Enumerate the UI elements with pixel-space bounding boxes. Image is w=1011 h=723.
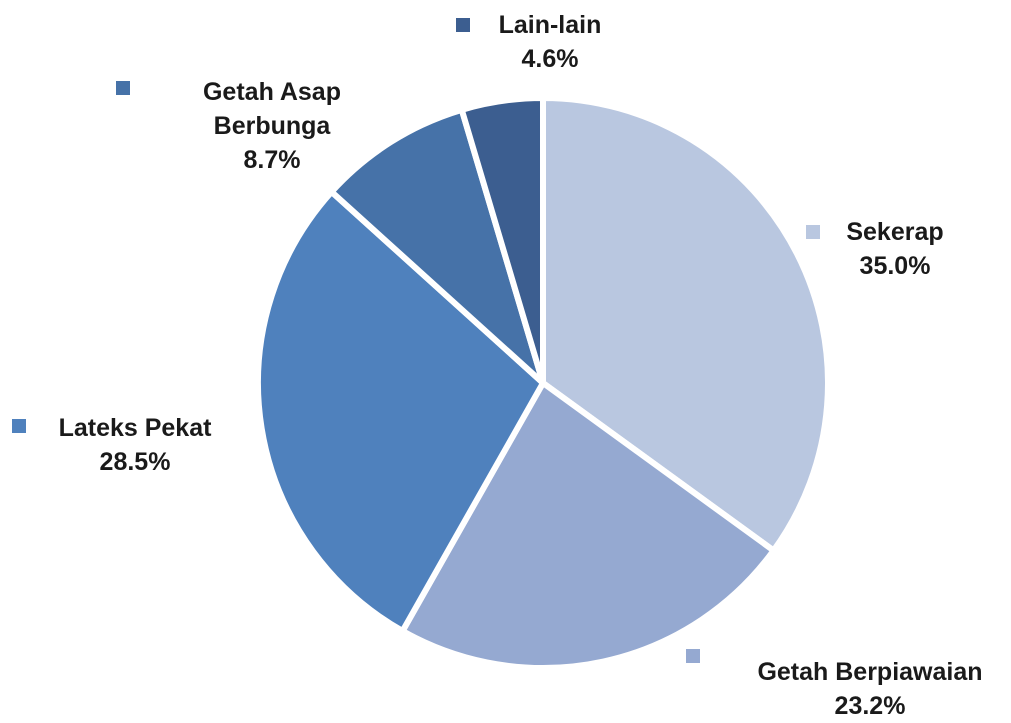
legend-marker: [686, 649, 700, 663]
slice-label: Getah Berpiawaian 23.2%: [720, 655, 1011, 723]
slice-label: Lain-lain 4.6%: [450, 8, 650, 76]
legend-marker: [116, 81, 130, 95]
pie-slice: [399, 380, 777, 671]
category-label: Getah Berpiawaian: [757, 658, 983, 686]
legend-marker: [456, 18, 470, 32]
value-label: 23.2%: [834, 692, 906, 720]
category-label: Lateks Pekat: [58, 414, 212, 442]
slice-label: Lateks Pekat 28.5%: [20, 411, 250, 479]
pie-slice: [458, 95, 546, 386]
value-label: 35.0%: [859, 252, 931, 280]
legend-marker: [806, 225, 820, 239]
pie-slice: [328, 106, 546, 386]
pie-slice: [540, 95, 831, 554]
category-label: Lain-lain: [498, 11, 602, 39]
category-label: Getah Asap Berbunga: [202, 78, 341, 140]
value-label: 8.7%: [243, 146, 301, 174]
pie-slice: [255, 188, 546, 635]
value-label: 28.5%: [99, 448, 171, 476]
slice-label: Getah Asap Berbunga 8.7%: [172, 75, 372, 177]
value-label: 4.6%: [521, 45, 579, 73]
slice-label: Sekerap 35.0%: [795, 215, 995, 283]
category-label: Sekerap: [846, 218, 944, 246]
legend-marker: [12, 419, 26, 433]
